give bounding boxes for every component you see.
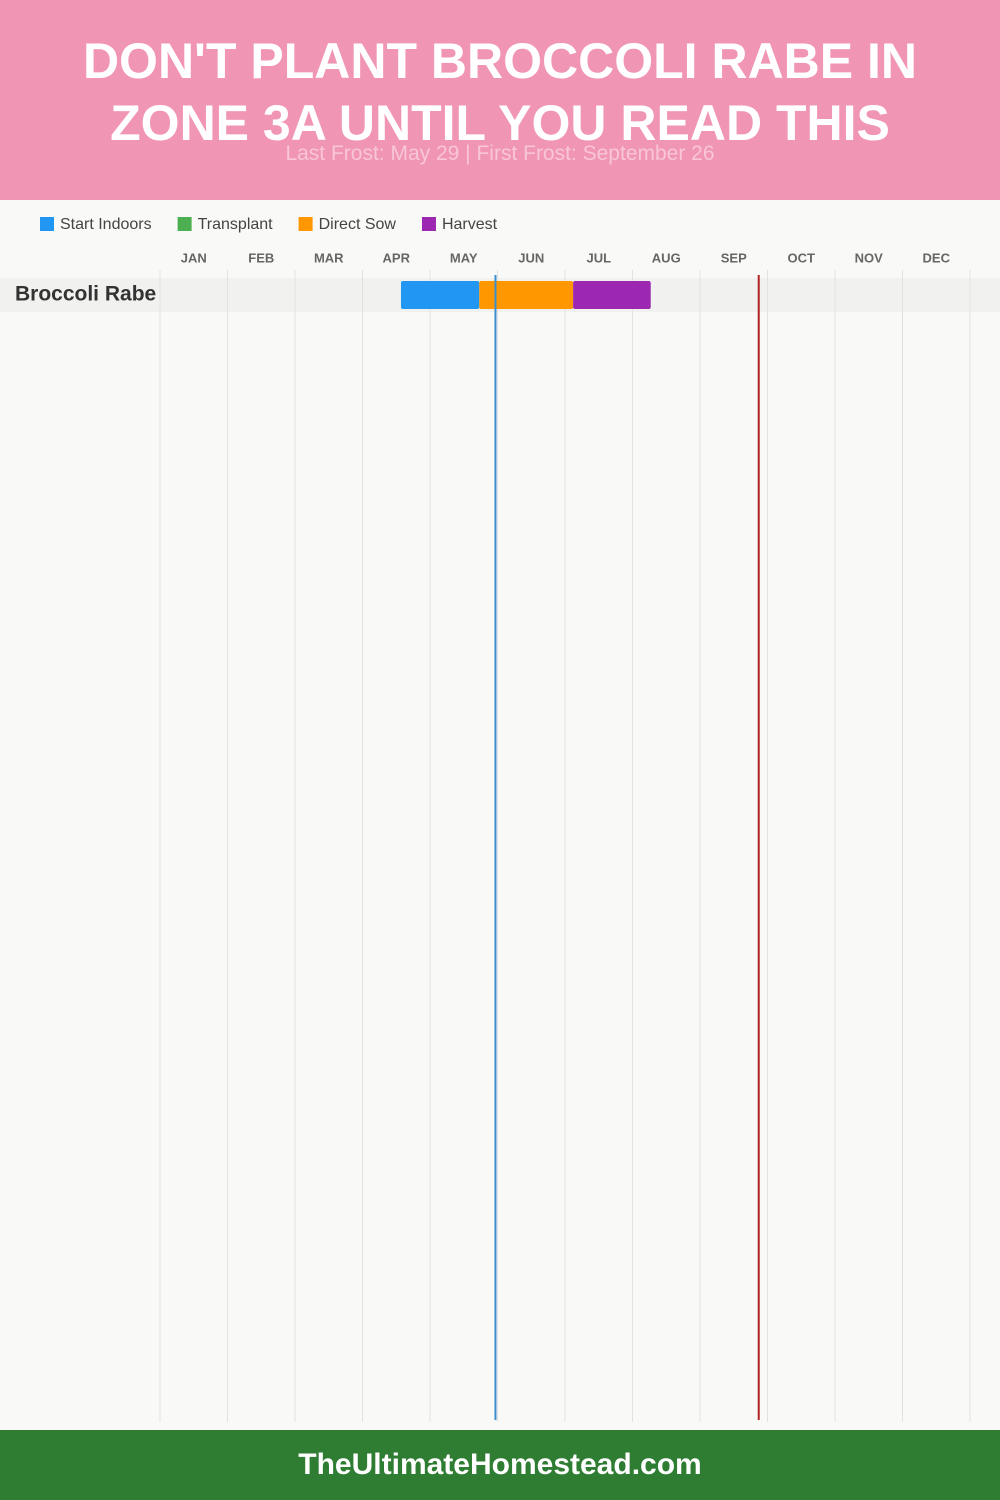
legend-swatch (177, 217, 192, 231)
x-tick-label: NOV (855, 250, 884, 265)
x-tick-label: JUL (586, 250, 611, 265)
x-tick-label: SEP (721, 250, 747, 265)
legend-label: Transplant (198, 216, 274, 233)
legend-label: Harvest (442, 216, 498, 233)
x-tick-label: DEC (923, 250, 951, 265)
x-tick-label: JUN (518, 250, 544, 265)
chart: JAN FEB MAR APR MAY JUN JUL AUG SEP OCT NOV DEC Star… (0, 200, 1000, 1430)
chart-subtitle: Last Frost: May 29 | First Frost: Septem… (285, 142, 715, 165)
x-tick-label: MAY (450, 250, 478, 265)
legend-label: Direct Sow (319, 216, 397, 233)
x-tick-label: MAR (314, 250, 344, 265)
footer: TheUltimateHomestead.com (0, 1430, 1000, 1500)
header: DON'T PLANT BROCCOLI RABE IN ZONE 3A UNT… (0, 0, 1000, 200)
x-tick-label: APR (383, 250, 411, 265)
x-tick-label: OCT (788, 250, 816, 265)
legend-label: Start Indoors (60, 216, 152, 233)
legend-swatch (298, 217, 313, 231)
chart-title: DON'T PLANT BROCCOLI RABE IN ZONE 3A UNT… (82, 33, 918, 151)
x-tick-label: FEB (248, 250, 274, 265)
bar-segment (400, 281, 480, 309)
legend-swatch (421, 217, 436, 231)
legend-swatch (40, 217, 54, 231)
bar-segment (573, 281, 651, 309)
x-tick-label: JAN (181, 250, 207, 265)
row-label: Broccoli Rabe (15, 283, 156, 306)
x-tick-label: AUG (652, 250, 681, 265)
bar-segment (479, 281, 574, 309)
